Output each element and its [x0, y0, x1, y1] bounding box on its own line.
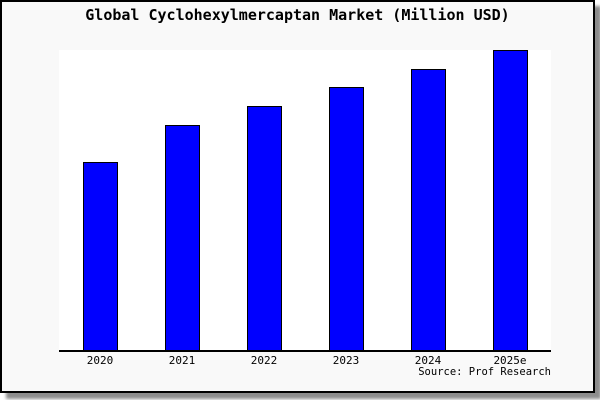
bar-2021	[165, 125, 200, 350]
source-note: Source: Prof Research	[418, 366, 551, 378]
x-tick-label-2020: 2020	[86, 354, 114, 367]
bar-2022	[247, 106, 282, 350]
chart-panel: Global Cyclohexylmercaptan Market (Milli…	[0, 0, 595, 393]
x-tick-label-2023: 2023	[332, 354, 360, 367]
x-tick-label-2025e: 2025e	[493, 354, 527, 367]
bar-2025e	[493, 50, 528, 350]
x-tick-label-2024: 2024	[414, 354, 442, 367]
bar-2023	[329, 87, 364, 350]
chart-title: Global Cyclohexylmercaptan Market (Milli…	[85, 6, 510, 24]
bar-2024	[411, 69, 446, 350]
x-tick-label-2021: 2021	[168, 354, 196, 367]
x-tick-label-2022: 2022	[250, 354, 278, 367]
plot-area	[59, 50, 551, 352]
bar-2020	[83, 162, 118, 350]
